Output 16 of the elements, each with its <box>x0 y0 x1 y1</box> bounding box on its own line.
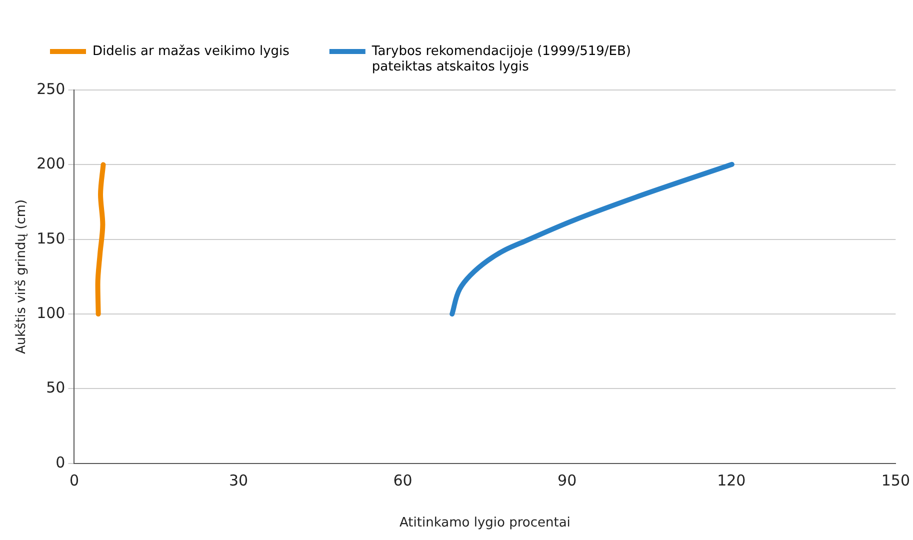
legend-label: Didelis ar mažas veikimo lygis <box>92 44 290 59</box>
y-tick-label: 0 <box>56 453 66 472</box>
x-axis-title: Atitinkamo lygio procentai <box>399 516 570 531</box>
y-axis-title: Aukštis virš grindų (cm) <box>14 199 30 354</box>
y-tick-label: 200 <box>36 154 66 173</box>
legend-label: Tarybos rekomendacijoje (1999/519/EB) pateiktas atskaitos lygis <box>370 44 632 74</box>
y-tick-label: 50 <box>46 378 66 397</box>
y-tick-label: 100 <box>36 304 66 322</box>
y-tick-label: 150 <box>36 229 66 248</box>
y-tick-label: 250 <box>36 80 66 98</box>
x-tick-label: 90 <box>558 471 577 490</box>
x-tick-label: 120 <box>717 471 746 490</box>
x-tick-label: 60 <box>393 471 412 490</box>
x-tick-label: 150 <box>881 471 910 490</box>
x-tick-label: 30 <box>228 471 248 490</box>
x-tick-label: 0 <box>69 471 80 490</box>
